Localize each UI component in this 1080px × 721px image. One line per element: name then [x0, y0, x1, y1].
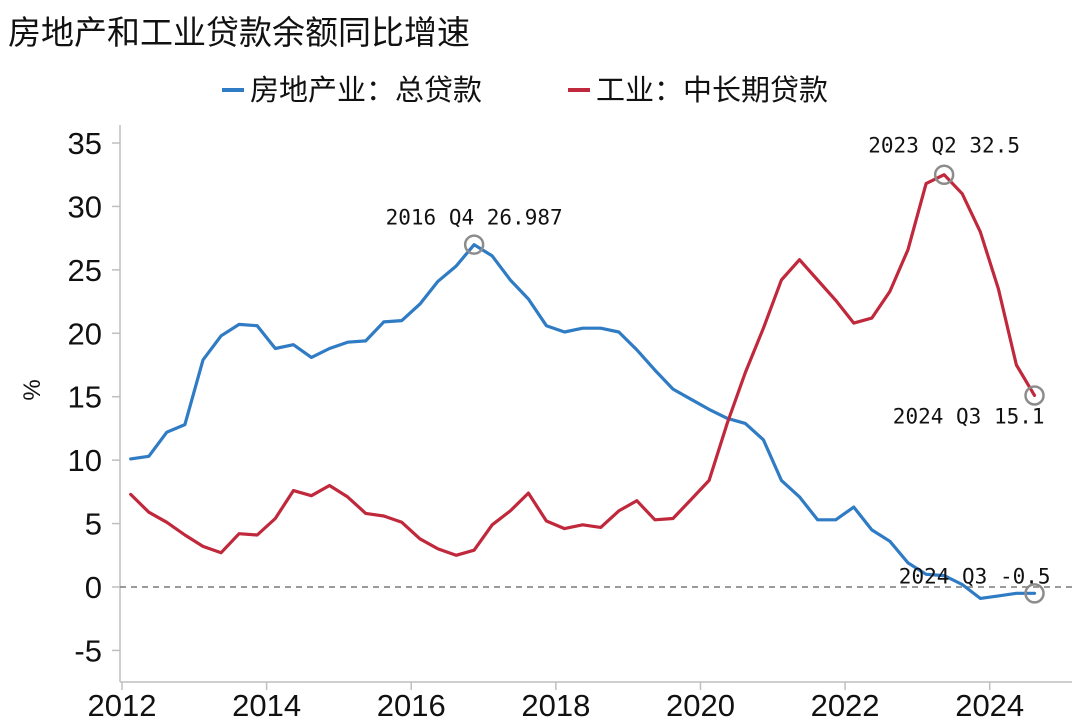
x-tick-label: 2024 — [955, 688, 1024, 721]
y-tick-label: 30 — [68, 189, 102, 224]
y-tick-label: 35 — [68, 126, 102, 161]
legend-label-real-estate: 房地产业：总贷款 — [250, 73, 482, 107]
annotation-marker — [1024, 385, 1045, 406]
plot-area: -5 0 5 10 15 20 25 30 35 2012 2014 2016 2018 2020 2022… — [68, 125, 1072, 721]
x-tick-label: 2016 — [377, 688, 446, 721]
annotation-marker — [1024, 583, 1045, 604]
y-tick-label: -5 — [74, 633, 102, 668]
series-line-1 — [129, 173, 1037, 557]
x-tick-label: 2018 — [521, 688, 590, 721]
x-tick-label: 2014 — [232, 688, 301, 721]
y-tick-label: 15 — [68, 380, 102, 415]
y-tick-label: 20 — [68, 316, 102, 351]
legend-label-industry: 工业：中长期贷款 — [596, 73, 828, 107]
y-tick-label: 0 — [85, 570, 102, 605]
annotation-label: 2024 Q3 15.1 — [893, 404, 1045, 428]
chart-title: 房地产和工业贷款余额同比增速 — [8, 13, 470, 52]
x-tick-label: 2022 — [811, 688, 880, 721]
y-tick-label: 25 — [68, 253, 102, 288]
annotation-marker — [933, 164, 955, 185]
legend: 房地产业：总贷款 工业：中长期贷款 — [222, 73, 828, 107]
y-axis-label: % — [19, 379, 46, 400]
annotation-label: 2024 Q3 -0.5 — [899, 564, 1051, 588]
y-tick-label: 10 — [68, 443, 102, 478]
annotation-label: 2016 Q4 26.987 — [386, 206, 563, 230]
x-tick-label: 2020 — [666, 688, 735, 721]
annotation-label: 2023 Q2 32.5 — [868, 134, 1020, 158]
series-line-0 — [129, 243, 1037, 600]
x-tick-label: 2012 — [88, 688, 157, 721]
annotation-marker — [463, 234, 485, 255]
y-tick-label: 5 — [85, 507, 102, 542]
